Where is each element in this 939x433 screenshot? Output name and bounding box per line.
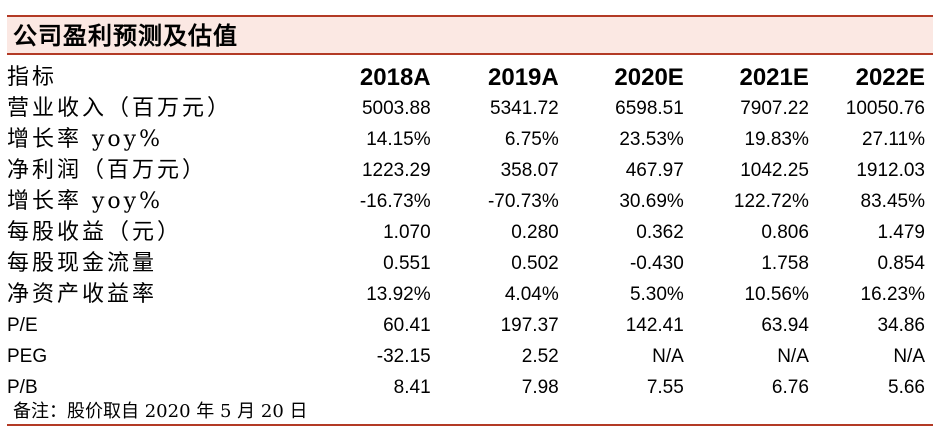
cell-value: 83.45% — [860, 191, 925, 212]
row-label: 净资产收益率 — [7, 282, 158, 307]
cell-value: 7.55 — [646, 377, 684, 398]
cell-value: 23.53% — [619, 129, 684, 150]
cell-value: 1.758 — [761, 253, 809, 274]
cell-value: 4.04% — [504, 284, 559, 305]
cell-value: 8.41 — [393, 377, 431, 398]
cell-value: 197.37 — [500, 315, 559, 336]
table-row: 增长率 yoy% -16.73% -70.73% 30.69% 122.72% 83.45… — [7, 186, 933, 217]
cell-value: N/A — [777, 346, 809, 367]
cell-value: 1.070 — [383, 222, 431, 243]
cell-value: 358.07 — [500, 160, 559, 181]
cell-value: 63.94 — [761, 315, 809, 336]
cell-value: 6.75% — [504, 129, 559, 150]
cell-value: 0.854 — [877, 253, 925, 274]
cell-value: 0.551 — [383, 253, 431, 274]
column-header-2020E: 2020E — [614, 64, 684, 91]
cell-value: 1.479 — [877, 222, 925, 243]
row-label: P/B — [7, 377, 38, 398]
cell-value: 1042.25 — [740, 160, 809, 181]
cell-value: N/A — [652, 346, 684, 367]
cell-value: -70.73% — [487, 191, 559, 212]
cell-value: 16.23% — [860, 284, 925, 305]
cell-value: 122.72% — [733, 191, 809, 212]
table-row: 净资产收益率 13.92% 4.04% 5.30% 10.56% 16.23% — [7, 279, 933, 310]
cell-value: -16.73% — [359, 191, 431, 212]
cell-value: 1223.29 — [361, 160, 431, 181]
header-row: 指标 2018A 2019A 2020E 2021E 2022E — [7, 62, 933, 93]
cell-value: 5003.88 — [361, 98, 431, 119]
table-body: 营业收入（百万元） 5003.88 5341.72 6598.51 7907.22 100… — [7, 93, 933, 403]
column-header-2019A: 2019A — [488, 64, 559, 91]
cell-value: 10050.76 — [845, 98, 925, 119]
cell-value: -0.430 — [629, 253, 684, 274]
cell-value: 142.41 — [625, 315, 684, 336]
cell-value: -32.15 — [376, 346, 431, 367]
column-header-2021E: 2021E — [739, 64, 809, 91]
table-row: 每股现金流量 0.551 0.502 -0.430 1.758 0.854 — [7, 248, 933, 279]
cell-value: 27.11% — [861, 129, 925, 150]
column-header-2018A: 2018A — [359, 64, 431, 91]
title-bar: 公司盈利预测及估值 — [7, 15, 933, 55]
column-header-indicator: 指标 — [7, 65, 58, 90]
table-row: 营业收入（百万元） 5003.88 5341.72 6598.51 7907.22 100… — [7, 93, 933, 124]
table-row: P/E 60.41 197.37 142.41 63.94 34.86 — [7, 310, 933, 341]
cell-value: 0.502 — [511, 253, 559, 274]
cell-value: N/A — [893, 346, 925, 367]
footnote: 备注：股价取自 2020 年 5 月 20 日 — [13, 401, 308, 422]
row-label: 每股收益（元） — [7, 220, 183, 245]
bottom-rule — [7, 424, 933, 426]
cell-value: 19.83% — [744, 129, 809, 150]
cell-value: 6598.51 — [615, 98, 684, 119]
earnings-forecast-table: 指标 2018A 2019A 2020E 2021E 2022E 营业收入（百万… — [7, 62, 933, 403]
cell-value: 0.806 — [761, 222, 809, 243]
table-row: 每股收益（元） 1.070 0.280 0.362 0.806 1.479 — [7, 217, 933, 248]
cell-value: 30.69% — [619, 191, 684, 212]
table-row: P/B 8.41 7.98 7.55 6.76 5.66 — [7, 372, 933, 403]
row-label: 每股现金流量 — [7, 251, 158, 276]
cell-value: 467.97 — [625, 160, 684, 181]
table-row: PEG -32.15 2.52 N/A N/A N/A — [7, 341, 933, 372]
cell-value: 60.41 — [383, 315, 431, 336]
row-label: P/E — [7, 315, 38, 336]
row-label: 增长率 yoy% — [7, 189, 164, 214]
row-label: 增长率 yoy% — [7, 127, 164, 152]
cell-value: 7907.22 — [740, 98, 809, 119]
cell-value: 34.86 — [877, 315, 925, 336]
cell-value: 1912.03 — [856, 160, 925, 181]
cell-value: 5.66 — [888, 377, 925, 398]
cell-value: 13.92% — [366, 284, 431, 305]
cell-value: 10.56% — [744, 284, 809, 305]
row-label: PEG — [7, 346, 48, 367]
cell-value: 6.76 — [771, 377, 809, 398]
cell-value: 5.30% — [629, 284, 684, 305]
table-title: 公司盈利预测及估值 — [13, 21, 238, 50]
table-row: 净利润（百万元） 1223.29 358.07 467.97 1042.25 1912.0… — [7, 155, 933, 186]
row-label: 净利润（百万元） — [7, 158, 208, 183]
cell-value: 14.15% — [366, 129, 431, 150]
cell-value: 7.98 — [521, 377, 559, 398]
cell-value: 2.52 — [521, 346, 559, 367]
column-header-2022E: 2022E — [855, 64, 925, 91]
cell-value: 5341.72 — [490, 98, 559, 119]
cell-value: 0.362 — [636, 222, 684, 243]
row-label: 营业收入（百万元） — [7, 96, 233, 121]
cell-value: 0.280 — [511, 222, 559, 243]
table-row: 增长率 yoy% 14.15% 6.75% 23.53% 19.83% 27.11% — [7, 124, 933, 155]
